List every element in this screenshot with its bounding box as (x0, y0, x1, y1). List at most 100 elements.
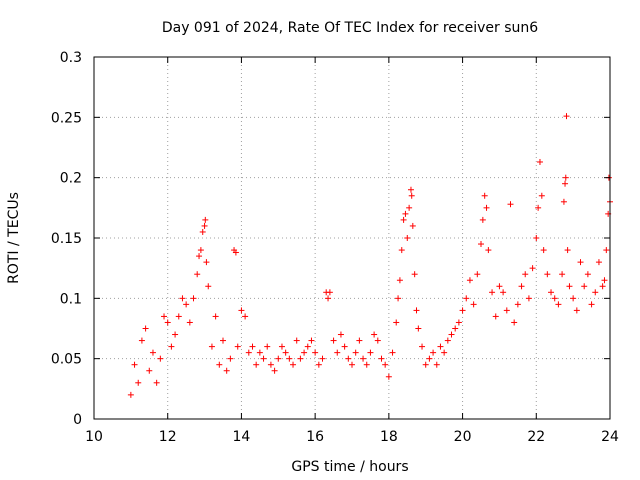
data-point (470, 301, 477, 308)
data-point (153, 379, 160, 386)
data-point (253, 361, 260, 368)
data-point (398, 247, 405, 254)
data-point (249, 343, 256, 350)
data-point (232, 249, 239, 256)
data-point (573, 307, 580, 314)
data-point (437, 343, 444, 350)
y-tick-label: 0.05 (51, 352, 82, 368)
data-point (525, 295, 532, 302)
data-point (492, 313, 499, 320)
data-point (444, 337, 451, 344)
data-point (562, 174, 569, 181)
data-point (223, 367, 230, 374)
data-point (474, 271, 481, 278)
data-point (203, 259, 210, 266)
data-point (433, 361, 440, 368)
data-point (529, 265, 536, 272)
data-point (271, 367, 278, 374)
data-point (522, 271, 529, 278)
data-point (409, 222, 416, 229)
data-point (256, 349, 263, 356)
x-tick-label: 20 (454, 429, 472, 445)
data-point (267, 361, 274, 368)
data-point (334, 349, 341, 356)
data-point (400, 216, 407, 223)
data-point (496, 283, 503, 290)
data-point (186, 319, 193, 326)
data-point (260, 355, 267, 362)
data-point (312, 349, 319, 356)
data-point (135, 379, 142, 386)
x-tick-label: 10 (85, 429, 103, 445)
data-point (500, 289, 507, 296)
data-point (202, 216, 209, 223)
data-point (183, 301, 190, 308)
data-point (337, 331, 344, 338)
data-point (408, 192, 415, 199)
axis-ticks (93, 56, 611, 420)
data-point (157, 355, 164, 362)
data-point (503, 307, 510, 314)
data-point (481, 192, 488, 199)
data-point (371, 331, 378, 338)
data-point (601, 277, 608, 284)
data-point (352, 349, 359, 356)
data-point (560, 198, 567, 205)
data-point (212, 313, 219, 320)
data-point (415, 325, 422, 332)
y-tick-labels: 0 0.05 0.1 0.15 0.2 0.25 0.3 (51, 50, 82, 428)
data-point (419, 343, 426, 350)
data-point (599, 283, 606, 290)
y-axis-label: ROTI / TECUs (6, 192, 22, 284)
data-point (349, 361, 355, 368)
data-point (325, 295, 332, 302)
data-point (293, 337, 300, 344)
data-point (199, 228, 206, 235)
data-point (592, 289, 599, 296)
data-point (448, 331, 455, 338)
x-tick-label: 14 (233, 429, 251, 445)
data-point (146, 367, 153, 374)
data-point (175, 313, 182, 320)
data-point (411, 271, 418, 278)
data-point (227, 355, 234, 362)
data-point (356, 337, 363, 344)
data-point (551, 295, 558, 302)
data-point (161, 313, 168, 320)
data-point (584, 271, 591, 278)
data-point (374, 337, 381, 344)
data-point (404, 235, 411, 241)
x-tick-label: 18 (380, 429, 398, 445)
data-point (378, 355, 385, 362)
data-point (407, 186, 414, 193)
data-point (548, 289, 555, 296)
x-tick-label: 24 (601, 429, 619, 445)
data-point (489, 289, 496, 296)
y-tick-label: 0.15 (51, 231, 82, 247)
y-tick-label: 0.25 (51, 110, 82, 126)
data-point (301, 349, 308, 356)
data-point (389, 349, 396, 356)
data-point (201, 222, 208, 229)
data-point (564, 247, 571, 254)
data-point (382, 361, 389, 368)
data-point (197, 247, 204, 254)
data-point (308, 337, 315, 344)
data-point (566, 283, 573, 290)
data-point (478, 241, 484, 248)
data-point (603, 247, 610, 254)
data-point (538, 192, 545, 199)
data-point (452, 325, 459, 332)
data-point (290, 361, 297, 368)
data-point (216, 361, 223, 368)
data-point (142, 325, 149, 332)
data-point (536, 158, 543, 165)
y-tick-label: 0 (73, 412, 82, 428)
x-tick-label: 12 (159, 429, 177, 445)
data-point (363, 361, 370, 368)
data-point (396, 277, 403, 284)
data-points (127, 113, 613, 398)
data-point (570, 295, 577, 302)
data-point (466, 277, 473, 284)
